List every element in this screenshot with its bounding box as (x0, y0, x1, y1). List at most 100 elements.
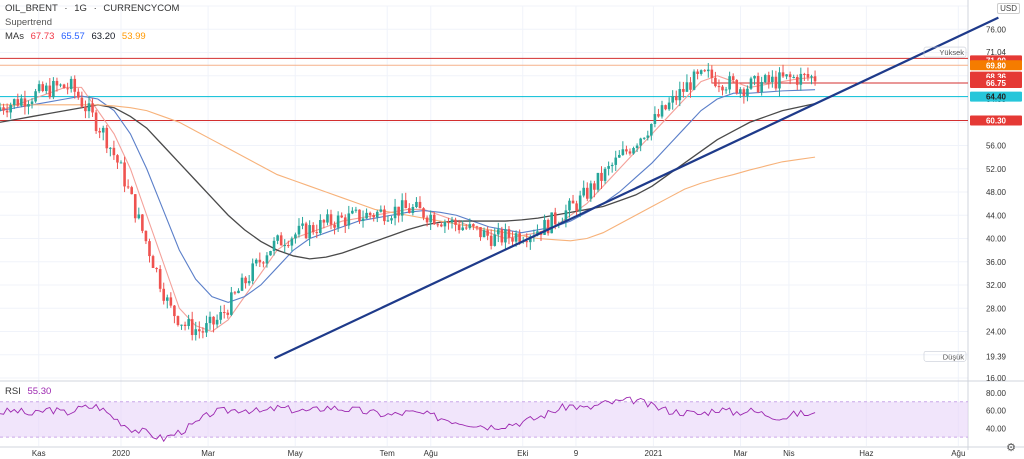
candle-body (269, 251, 272, 256)
y-tick-label: 52.00 (986, 165, 1007, 174)
candle-body (760, 82, 763, 93)
candle-body (447, 222, 450, 224)
candle-body (247, 281, 251, 284)
candle-body (148, 241, 151, 257)
ma-value-3: 63.20 (91, 31, 116, 42)
moving-average-lines (0, 75, 816, 333)
gear-icon[interactable]: ⚙ (1006, 442, 1016, 454)
candle-body (721, 86, 724, 91)
candle-body (215, 319, 219, 325)
x-tick-label: Nis (783, 449, 795, 458)
candle-body (461, 227, 464, 231)
x-tick-label: Eki (517, 449, 528, 458)
candle-body (625, 149, 628, 152)
candle-body (254, 259, 258, 264)
candle-body (400, 200, 404, 216)
time-axis: Kas 2020 Mar May Tem Ağu Eki 9 2021 Mar Nis Haz Ağu (32, 449, 966, 458)
candle-body (372, 215, 376, 218)
candle-body (208, 316, 212, 324)
y-tick-label: 76.00 (986, 25, 1007, 34)
candle-body (728, 76, 731, 90)
candle-body (642, 137, 646, 139)
ma-value-1: 67.73 (30, 31, 55, 42)
candle-body (674, 95, 678, 101)
candle-body (731, 76, 735, 81)
candle-body (778, 72, 781, 89)
candle-body (582, 187, 586, 196)
candle-body (123, 162, 126, 187)
candle-body (194, 329, 198, 336)
candle-body (529, 236, 532, 243)
candle-body (450, 219, 454, 223)
candle-body (749, 78, 753, 89)
candle-body (650, 123, 653, 136)
candle-body (511, 237, 514, 242)
candle-body (116, 155, 119, 163)
x-tick-label: Ağu (424, 449, 438, 458)
candle-body (632, 147, 635, 154)
price-label-box (923, 46, 967, 58)
candle-body (101, 127, 105, 133)
candle-body (340, 215, 343, 218)
x-tick-label: Mar (201, 449, 215, 458)
candle-body (333, 224, 336, 228)
candle-body (404, 200, 408, 209)
candle-body (564, 210, 568, 222)
candle-body (119, 162, 123, 164)
candle-body (59, 84, 62, 86)
x-tick-label: Haz (859, 449, 873, 458)
candle-body (639, 138, 642, 146)
candle-body (183, 324, 187, 327)
candle-body (205, 323, 208, 333)
candle-body (386, 220, 390, 222)
candle-body (326, 214, 329, 223)
candle-body (500, 229, 504, 243)
candle-body (336, 215, 340, 228)
candle-body (265, 255, 269, 264)
candle-body (699, 70, 703, 74)
candle-body (585, 187, 589, 199)
candle-body (472, 224, 475, 227)
candle-body (44, 85, 48, 92)
candle-body (714, 77, 717, 87)
candle-body (440, 224, 443, 227)
candle-body (98, 130, 101, 133)
candle-body (795, 77, 799, 85)
candle-body (568, 200, 571, 211)
candle-body (781, 72, 785, 77)
rsi-band (0, 401, 968, 438)
candle-body (230, 292, 233, 315)
mas-legend[interactable]: MAs 67.73 65.57 63.20 53.99 (5, 31, 150, 42)
y-tick-label: 40.00 (986, 235, 1007, 244)
candle-body (803, 73, 806, 75)
price-label-box (923, 350, 967, 362)
candle-body (34, 91, 37, 102)
supertrend-legend[interactable]: Supertrend (5, 17, 56, 28)
price-label-tag (970, 78, 1022, 89)
candle-body (774, 76, 778, 89)
candle-body (739, 89, 742, 94)
candle-body (126, 186, 130, 188)
candle-body (276, 235, 279, 241)
candle-body (696, 71, 699, 74)
candle-body (610, 164, 614, 167)
candle-body (422, 208, 425, 218)
candle-body (62, 84, 66, 89)
candle-body (682, 89, 685, 92)
candle-body (52, 80, 55, 98)
candle-body (176, 316, 180, 326)
candle-body (507, 229, 511, 238)
price-label-text: 71.04 (986, 48, 1007, 57)
candle-body (329, 214, 333, 225)
candle-body (5, 110, 9, 113)
candle-body (425, 217, 429, 223)
rsi-legend[interactable]: RSI 55.30 (5, 386, 55, 397)
trendline (273, 16, 999, 360)
candle-body (20, 98, 23, 106)
candle-body (710, 69, 714, 78)
candle-body (418, 201, 422, 209)
candle-body (173, 305, 176, 317)
currency-button[interactable]: USD (997, 3, 1020, 14)
candle-body (614, 157, 618, 165)
